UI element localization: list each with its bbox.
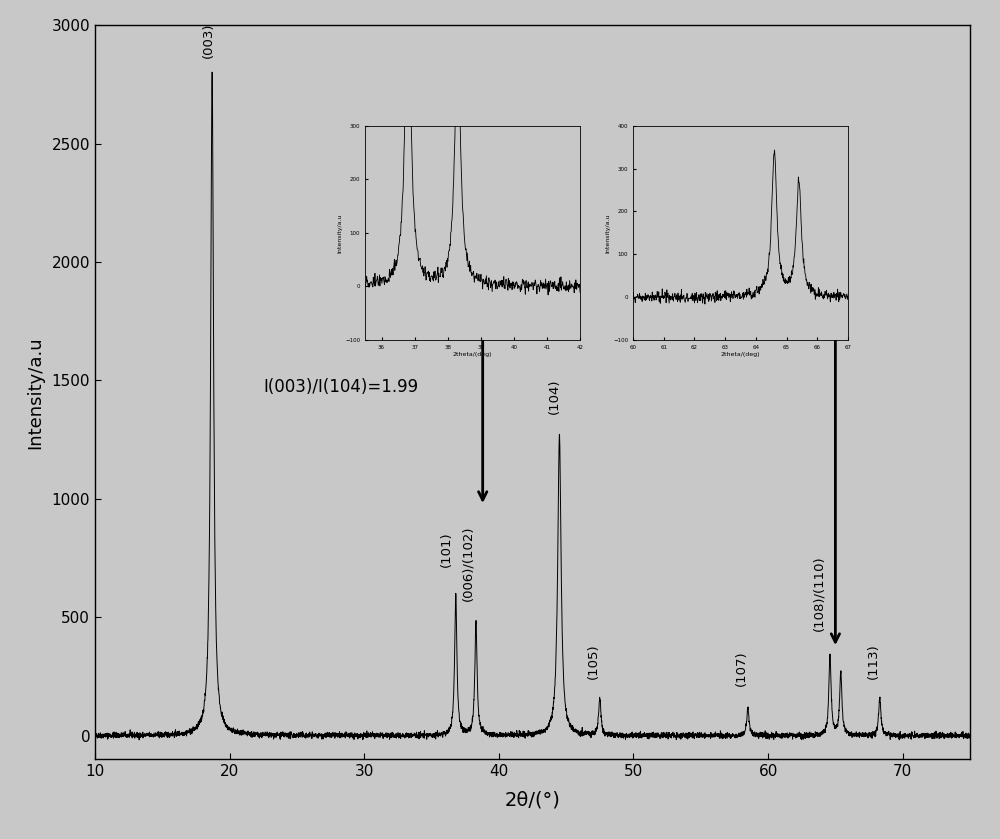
Text: (101): (101) — [440, 532, 453, 567]
Text: (006)/(102): (006)/(102) — [461, 525, 474, 601]
X-axis label: 2theta/(deg): 2theta/(deg) — [721, 352, 760, 357]
Y-axis label: Intensity/a.u: Intensity/a.u — [337, 213, 342, 253]
X-axis label: 2theta/(deg): 2theta/(deg) — [453, 352, 492, 357]
Text: I(003)/I(104)=1.99: I(003)/I(104)=1.99 — [263, 378, 418, 396]
X-axis label: 2θ/(°): 2θ/(°) — [505, 790, 560, 810]
Y-axis label: Intensity/a.u: Intensity/a.u — [605, 213, 610, 253]
Text: (104): (104) — [548, 378, 561, 414]
Y-axis label: Intensity/a.u: Intensity/a.u — [27, 336, 45, 449]
Text: (105): (105) — [587, 644, 600, 679]
Text: (107): (107) — [735, 650, 748, 686]
Text: (113): (113) — [867, 643, 880, 679]
Text: (003): (003) — [202, 23, 215, 59]
Text: (108)/(110): (108)/(110) — [813, 555, 826, 632]
